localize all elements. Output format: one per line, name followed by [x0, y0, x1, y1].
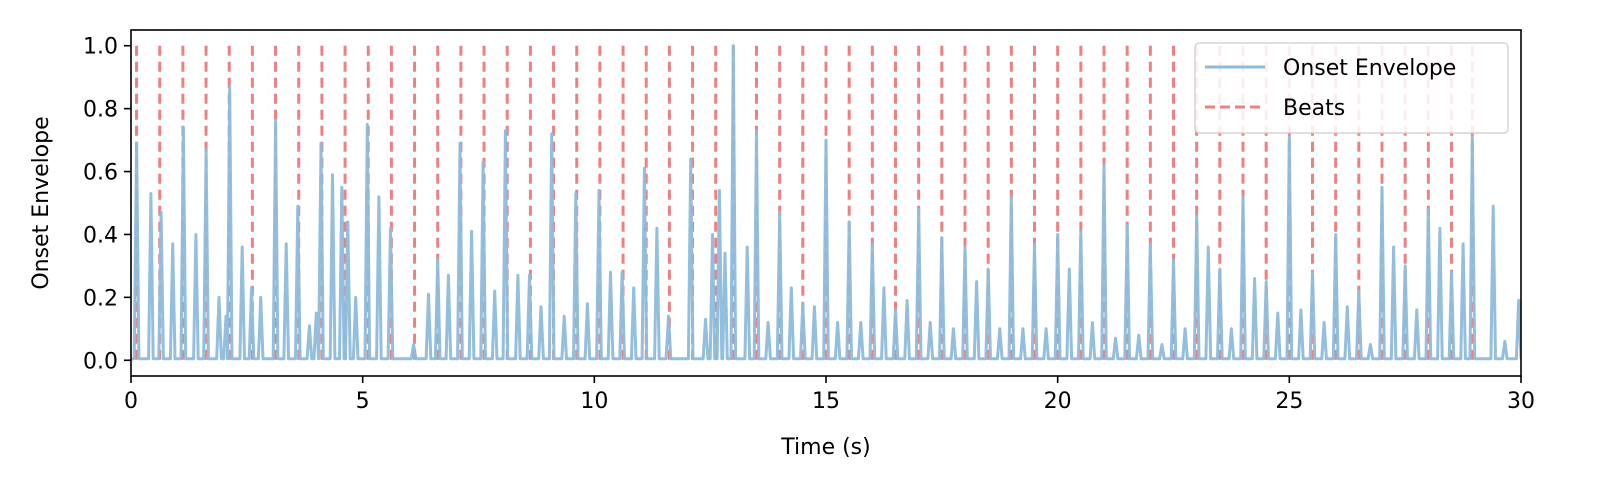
- legend: Onset Envelope Beats: [1194, 42, 1509, 134]
- onset-envelope-line: [131, 44, 1521, 361]
- legend-label-onset-envelope: Onset Envelope: [1283, 56, 1456, 81]
- legend-label-beats: Beats: [1283, 96, 1345, 121]
- x-axis-title: Time (s): [780, 435, 870, 460]
- x-tick-label-1: 5: [356, 389, 370, 414]
- legend-frame: [1194, 42, 1509, 134]
- x-tick-label-0: 0: [124, 389, 138, 414]
- x-axis: 0 5 10 15 20 25 30: [124, 376, 1535, 414]
- onset-envelope-series: [131, 44, 1521, 361]
- y-axis: 0.0 0.2 0.4 0.6 0.8 1.0: [83, 35, 131, 374]
- y-tick-label-4: 0.8: [83, 98, 118, 123]
- y-axis-title: Onset Envelope: [29, 116, 54, 289]
- x-tick-label-5: 25: [1275, 389, 1303, 414]
- x-tick-label-6: 30: [1507, 389, 1535, 414]
- x-tick-label-4: 20: [1044, 389, 1072, 414]
- x-tick-label-2: 10: [580, 389, 608, 414]
- y-tick-label-3: 0.6: [83, 161, 118, 186]
- y-tick-label-1: 0.2: [83, 286, 118, 311]
- y-tick-label-5: 1.0: [83, 35, 118, 60]
- x-tick-label-3: 15: [812, 389, 840, 414]
- y-tick-label-0: 0.0: [83, 349, 118, 374]
- y-tick-label-2: 0.4: [83, 223, 118, 248]
